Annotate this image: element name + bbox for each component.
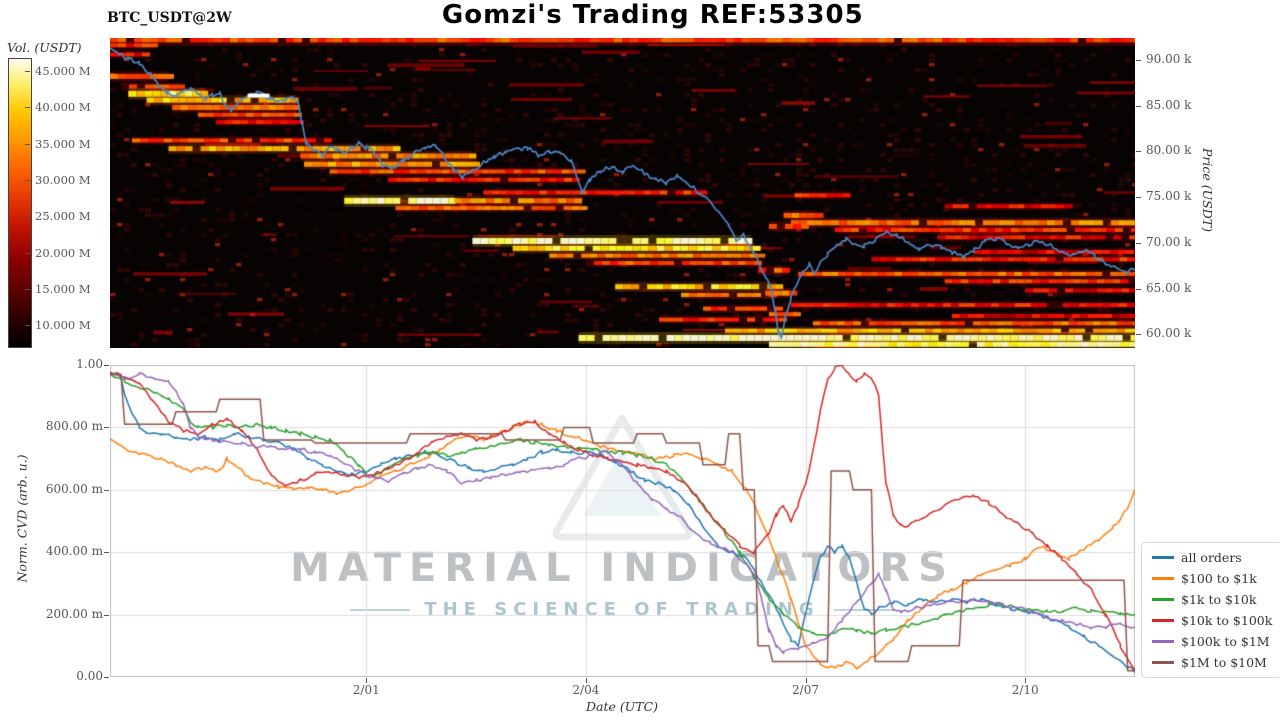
colorbar-tick-label: 35.000 M (35, 136, 91, 151)
colorbar-tick-label: 25.000 M (35, 209, 91, 224)
legend-item--10k-to-100k: $10k to $100k (1152, 613, 1272, 628)
figure-title: Gomzi's Trading REF:53305 (441, 0, 864, 30)
price-tick-label: 70.00 k (1146, 234, 1192, 249)
price-axis-title: Price (USDT) (1200, 148, 1215, 232)
liquidity-heatmap-canvas (110, 38, 1135, 348)
legend-label: all orders (1181, 550, 1242, 565)
price-tickmark (1136, 288, 1141, 290)
legend-line-swatch (1152, 556, 1174, 559)
cvd-x-tick-label: 2/10 (1011, 683, 1039, 697)
colorbar-tick-label: 15.000 M (35, 281, 91, 296)
colorbar-tickmark (25, 179, 30, 181)
price-tick-label: 75.00 k (1146, 189, 1192, 204)
legend-label: $1M to $10M (1181, 655, 1267, 670)
colorbar-tickmark (25, 71, 30, 72)
cvd-y-tick-label: 400.00 m (45, 544, 103, 559)
volume-colorbar (8, 58, 32, 348)
cvd-x-tickmark (1025, 678, 1027, 683)
legend: all orders $100 to $1k $1k to $10k $10k to … (1141, 542, 1280, 678)
cvd-y-axis-title: Norm. CVD (arb. u.) (14, 454, 30, 583)
cvd-y-tick-label: 200.00 m (45, 606, 103, 621)
cvd-y-tickmark (104, 427, 109, 429)
cvd-lines-canvas (110, 365, 1135, 677)
price-tickmark (1136, 334, 1141, 336)
cvd-x-tick-label: 2/04 (572, 683, 600, 697)
price-tick-label: 90.00 k (1146, 51, 1192, 66)
colorbar-tickmark (25, 288, 30, 290)
colorbar-tickmark (25, 143, 30, 145)
colorbar-tick-label: 10.000 M (35, 318, 91, 333)
cvd-x-tick-label: 2/07 (792, 683, 819, 697)
colorbar-tick-label: 40.000 M (35, 100, 91, 115)
price-tickmark (1136, 242, 1141, 244)
legend-item--100k-to-1m: $100k to $1M (1152, 634, 1272, 649)
colorbar-title: Vol. (USDT) (7, 40, 82, 55)
cvd-x-tickmark (805, 678, 807, 683)
colorbar-tick-label: 20.000 M (35, 245, 91, 260)
cvd-y-tick-label: 0.00 (76, 669, 103, 683)
price-tickmark (1136, 105, 1141, 107)
symbol-label: BTC_USDT@2W (107, 10, 232, 26)
cvd-x-tickmark (585, 678, 587, 683)
colorbar-tickmark (25, 107, 30, 109)
cvd-y-tickmark (104, 489, 109, 491)
price-tick-label: 80.00 k (1146, 143, 1192, 158)
legend-label: $100 to $1k (1181, 571, 1257, 586)
cvd-x-tick-label: 2/01 (352, 683, 380, 697)
cvd-y-tick-label: 1.00 (76, 357, 103, 371)
price-tickmark (1136, 59, 1141, 61)
colorbar-tickmark (25, 325, 30, 327)
legend-line-swatch (1152, 661, 1174, 664)
legend-label: $1k to $10k (1181, 592, 1257, 607)
cvd-y-tickmark (104, 365, 109, 366)
cvd-y-tick-label: 600.00 m (45, 481, 103, 496)
price-tick-label: 85.00 k (1146, 97, 1192, 112)
cvd-y-tickmark (104, 552, 109, 554)
legend-line-swatch (1152, 598, 1174, 601)
legend-line-swatch (1152, 619, 1174, 622)
cvd-y-tickmark (104, 614, 109, 616)
cvd-y-tick-label: 800.00 m (45, 419, 103, 434)
legend-item-all-orders: all orders (1152, 550, 1272, 565)
cvd-x-tickmark (366, 678, 368, 683)
legend-item--1k-to-10k: $1k to $10k (1152, 592, 1272, 607)
price-tickmark (1136, 151, 1141, 153)
legend-item--100-to-1k: $100 to $1k (1152, 571, 1272, 586)
legend-item--1m-to-10m: $1M to $10M (1152, 655, 1272, 670)
legend-line-swatch (1152, 640, 1174, 643)
colorbar-tick-label: 30.000 M (35, 172, 91, 187)
legend-line-swatch (1152, 577, 1174, 580)
cvd-y-tickmark (104, 677, 109, 678)
colorbar-tickmark (25, 252, 30, 254)
colorbar-tickmark (25, 216, 30, 218)
colorbar-tick-label: 45.000 M (35, 64, 91, 78)
legend-label: $100k to $1M (1181, 634, 1270, 649)
price-tickmark (1136, 197, 1141, 199)
legend-label: $10k to $100k (1181, 613, 1273, 628)
price-tick-label: 60.00 k (1146, 326, 1192, 341)
price-tick-label: 65.00 k (1146, 280, 1192, 295)
cvd-x-axis-title: Date (UTC) (585, 699, 659, 714)
